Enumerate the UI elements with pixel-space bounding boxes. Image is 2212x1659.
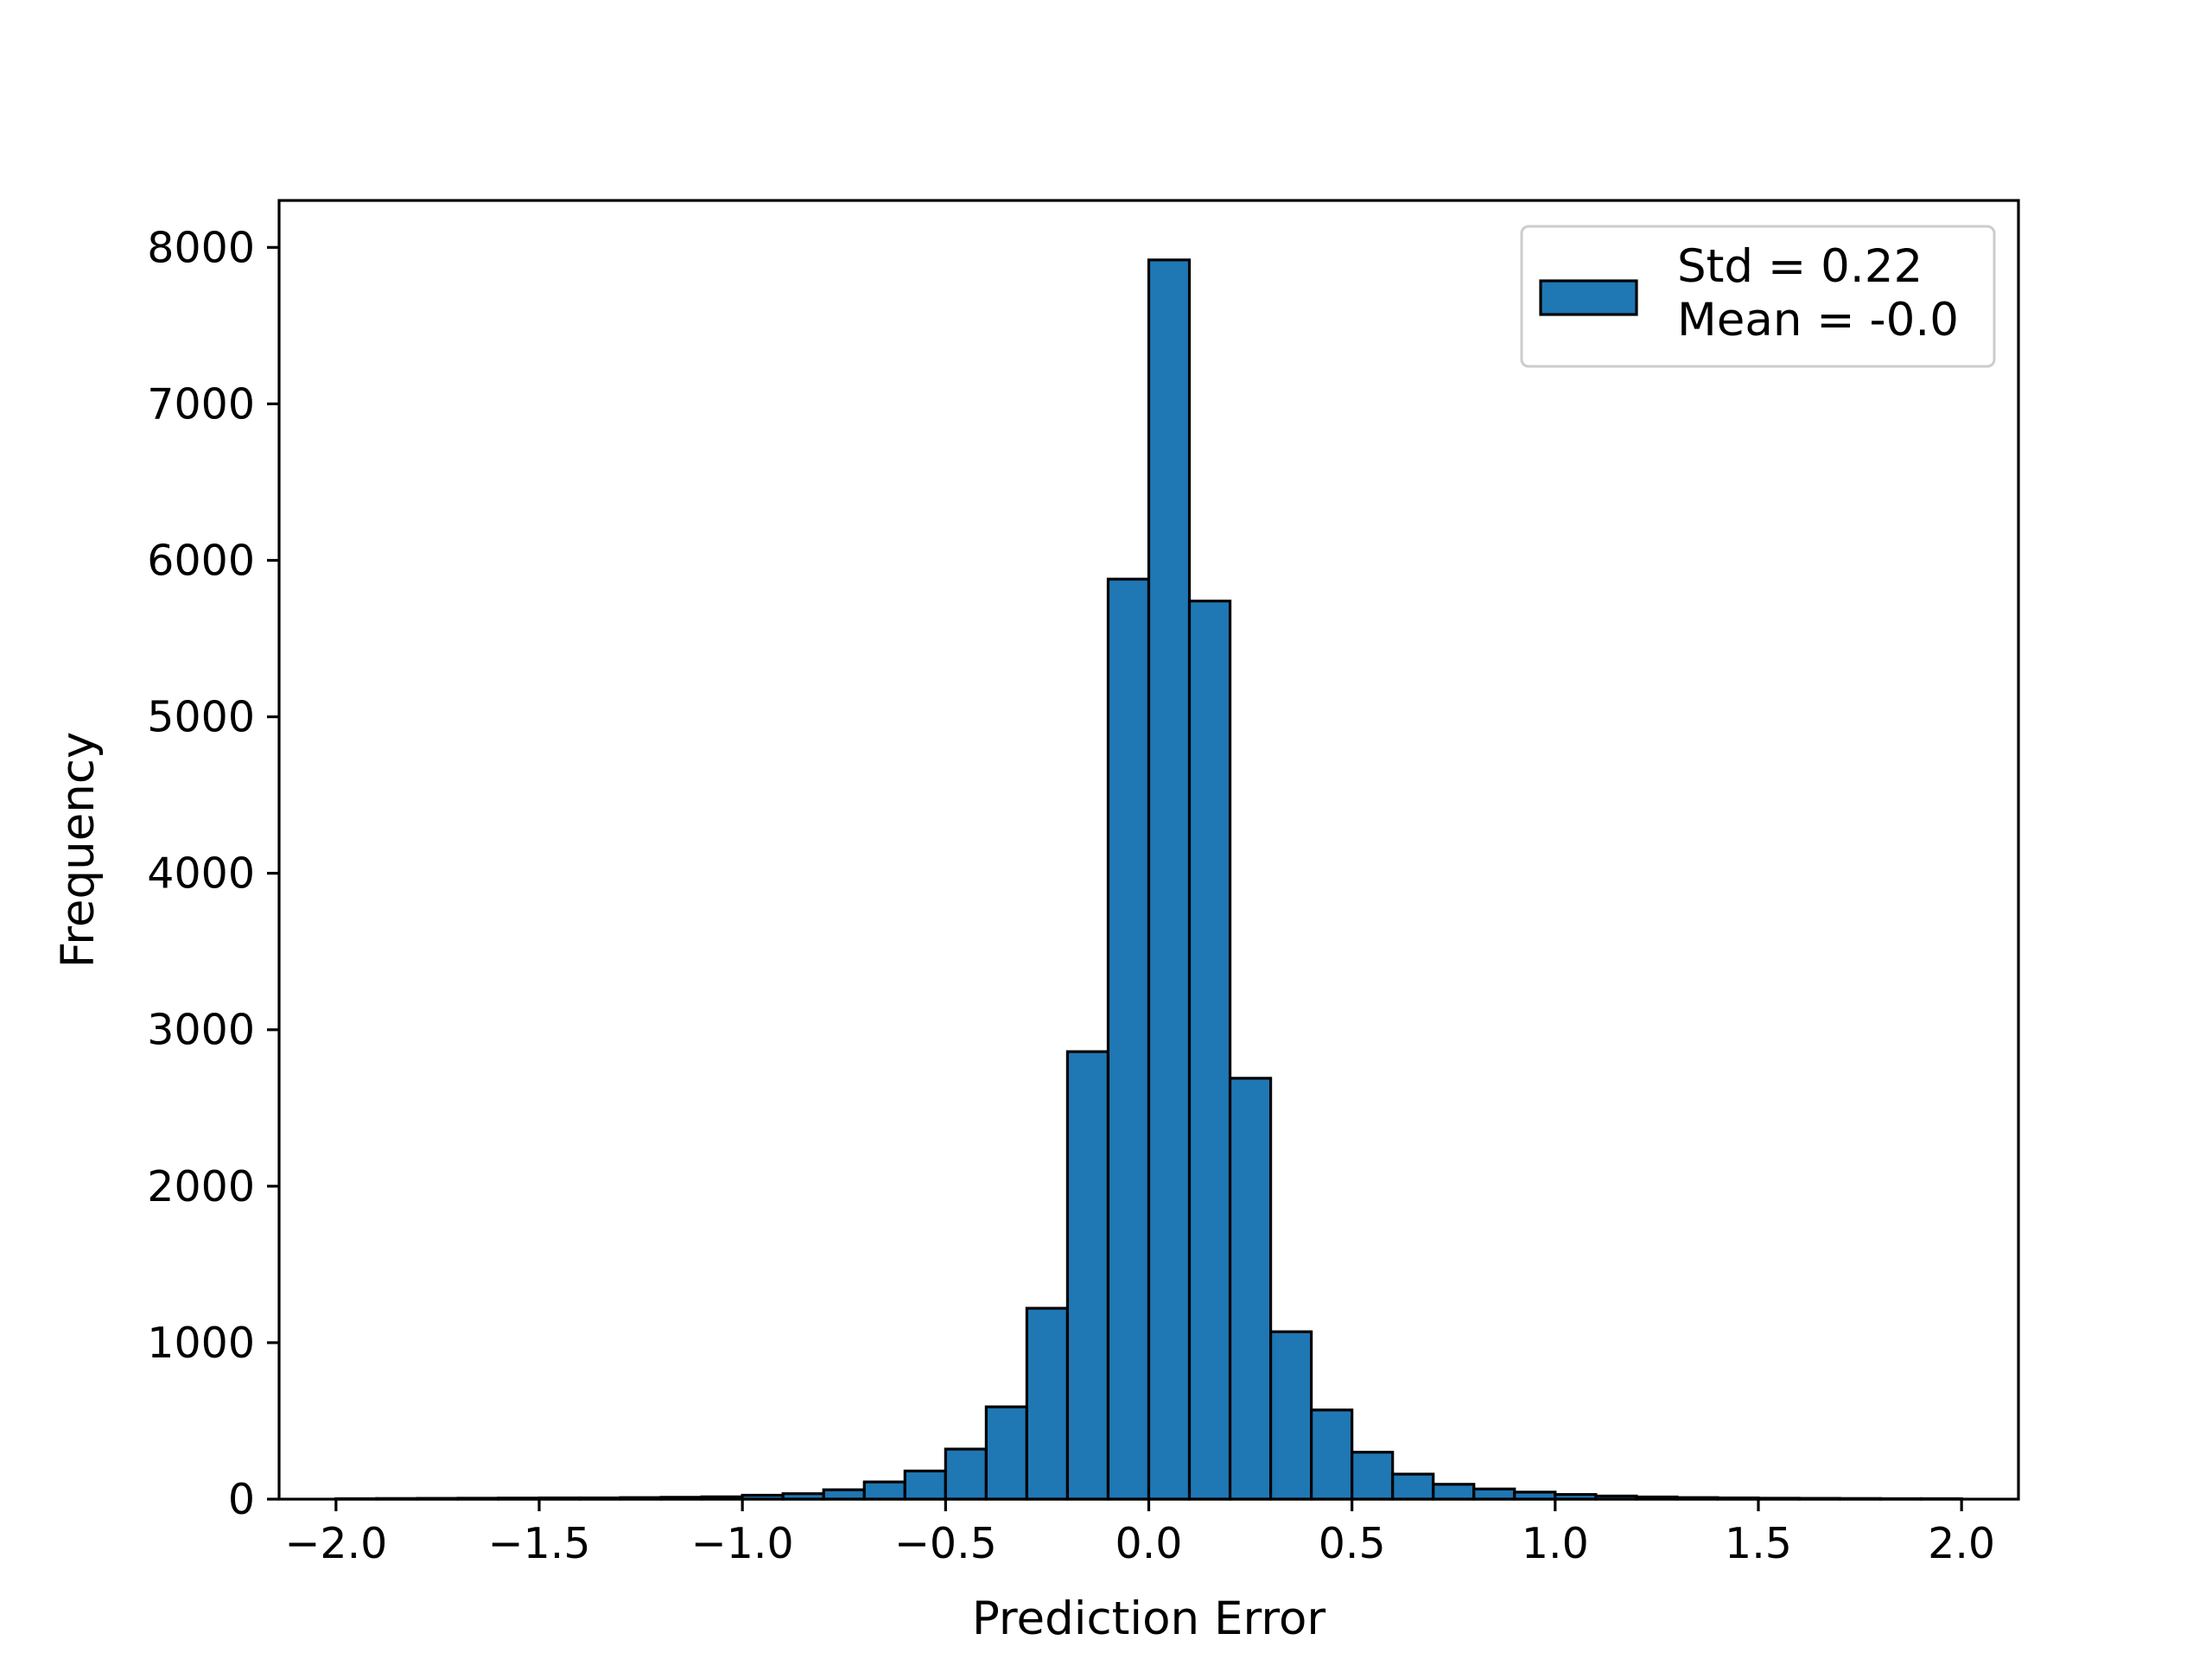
legend: Std = 0.22 Mean = -0.0 xyxy=(1520,225,1996,368)
x-axis-ticks: −2.0 −1.5 −1.0 −0.5 0.0 0.5 1.0 1.5 2.0 xyxy=(284,1499,1995,1568)
x-tick-label: 2.0 xyxy=(1928,1519,1995,1568)
y-tick-label: 1000 xyxy=(147,1319,255,1368)
histogram-bars xyxy=(334,258,1963,1501)
y-tick-label: 7000 xyxy=(147,379,255,429)
y-tick-label: 5000 xyxy=(147,693,255,742)
histogram-bar xyxy=(1268,1330,1313,1501)
x-tick-label: 1.0 xyxy=(1522,1519,1589,1568)
x-axis-label: Prediction Error xyxy=(972,1592,1326,1645)
histogram-bar xyxy=(1106,577,1151,1501)
y-tick-label: 4000 xyxy=(147,849,255,899)
x-tick-label: 0.0 xyxy=(1116,1519,1183,1568)
x-tick-label: −1.0 xyxy=(691,1519,794,1568)
histogram-bar xyxy=(1351,1451,1395,1501)
y-tick-label: 3000 xyxy=(147,1006,255,1055)
histogram-bar xyxy=(1065,1050,1110,1501)
histogram-bar xyxy=(1147,258,1192,1501)
legend-label-mean: Mean = -0.0 xyxy=(1677,294,1959,346)
histogram-bar xyxy=(984,1405,1029,1501)
histogram-bar xyxy=(903,1469,947,1501)
histogram-bar xyxy=(1025,1306,1070,1501)
histogram-bar xyxy=(1432,1483,1476,1501)
x-tick-label: 0.5 xyxy=(1319,1519,1386,1568)
histogram-bar xyxy=(1472,1487,1516,1501)
histogram-bar xyxy=(1187,599,1232,1501)
histogram-bar xyxy=(862,1480,906,1501)
legend-box xyxy=(1520,225,1996,368)
legend-swatch xyxy=(1539,279,1638,316)
histogram-bar xyxy=(822,1488,866,1501)
plot-frame xyxy=(277,199,2020,1501)
y-tick-label: 6000 xyxy=(147,536,255,585)
histogram-bar xyxy=(1391,1472,1435,1501)
x-tick-label: −0.5 xyxy=(894,1519,997,1568)
y-tick-label: 8000 xyxy=(147,223,255,272)
x-tick-label: 1.5 xyxy=(1725,1519,1792,1568)
y-tick-label: 2000 xyxy=(147,1162,255,1211)
histogram-bar xyxy=(1228,1077,1273,1501)
y-axis-label: Frequency xyxy=(52,732,105,969)
histogram-bar xyxy=(944,1447,988,1501)
x-tick-label: −1.5 xyxy=(488,1519,591,1568)
legend-label-std: Std = 0.22 xyxy=(1677,240,1923,293)
y-axis-ticks: 0 1000 2000 3000 4000 5000 6000 7000 8000 xyxy=(147,223,279,1524)
x-tick-label: −2.0 xyxy=(284,1519,387,1568)
y-tick-label: 0 xyxy=(228,1475,255,1524)
histogram-bar xyxy=(1310,1408,1354,1501)
